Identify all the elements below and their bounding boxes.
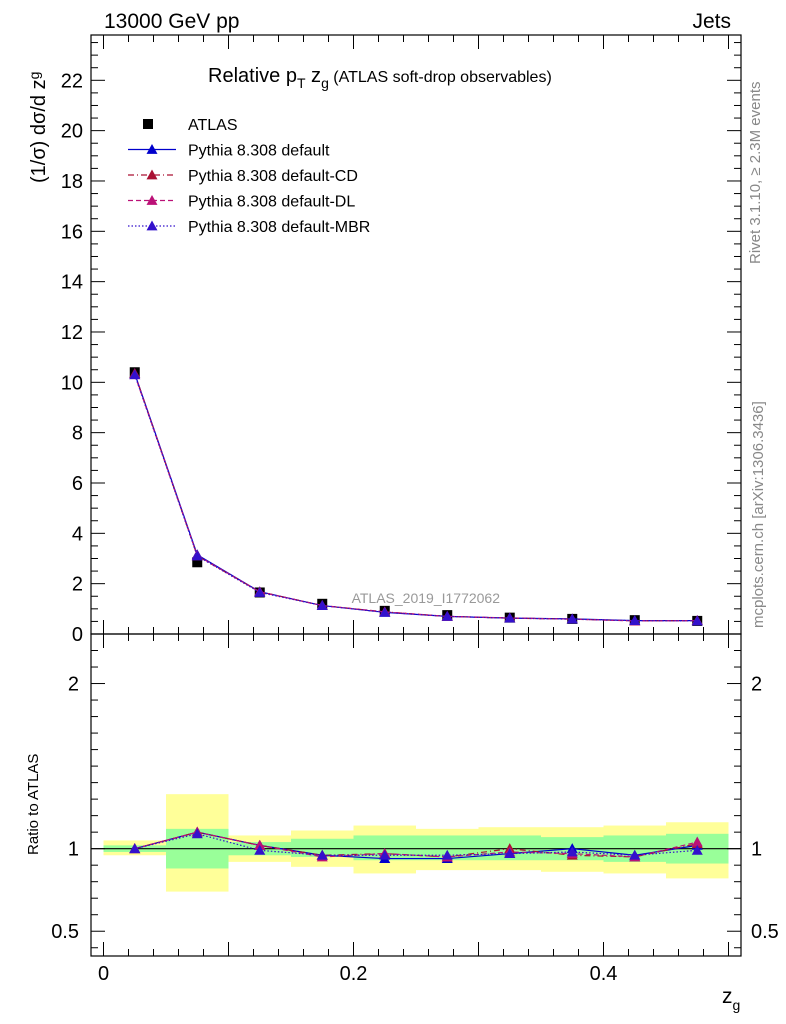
ratio-data-point-marker [379, 849, 391, 860]
x-tick-label: 0.2 [340, 963, 368, 985]
y-tick-label: 4 [72, 523, 83, 545]
ratio-data-point-marker [691, 836, 703, 847]
ratio-y-tick-label: 1 [68, 839, 79, 861]
legend-label: ATLAS [188, 117, 238, 134]
y-tick-label: 22 [61, 70, 83, 92]
y-tick-label: 10 [61, 372, 83, 394]
y-tick-label: 6 [72, 473, 83, 495]
legend-marker [146, 169, 158, 180]
main-axes: 0 2 4 6 8 10 12 14 16 18 20 22 [61, 35, 741, 646]
y-tick-label: 14 [61, 272, 83, 294]
ratio-data-point-marker [504, 848, 516, 859]
y-tick-label: 18 [61, 171, 83, 193]
ratio-y-tick-label-right: 1 [751, 839, 762, 861]
ratio-data-point-marker [254, 844, 266, 855]
ratio-data-point-marker [566, 846, 578, 857]
legend-label: Pythia 8.308 default-CD [188, 168, 358, 185]
ratio-data-point-marker [629, 849, 641, 860]
ratio-series-line [134, 833, 698, 856]
x-tick-label: 0.4 [590, 963, 618, 985]
header-left: 13000 GeV pp [104, 10, 239, 33]
legend-marker [146, 220, 158, 231]
ratio-xlabel: zg [722, 985, 740, 1013]
ratio-data-point-marker [691, 844, 703, 855]
data-point-marker [441, 610, 453, 621]
y-tick-label: 20 [61, 121, 83, 143]
y-tick-label: 16 [61, 221, 83, 243]
legend-marker [143, 119, 153, 129]
data-point-marker [379, 606, 391, 617]
legend: ATLAS Pythia 8.308 default Pythia 8.308 de… [128, 117, 370, 236]
y-tick-label: 8 [72, 423, 83, 445]
legend-marker [146, 195, 158, 205]
series-line [134, 374, 698, 622]
legend-marker [146, 144, 158, 154]
mcplots-label: mcplots.cern.ch [arXiv:1306.3436] [750, 401, 767, 628]
ratio-data-point-marker [129, 843, 141, 854]
ratio-data-point-marker [316, 849, 328, 860]
series-line [134, 374, 698, 622]
rivet-label: Rivet 3.1.10, ≥ 2.3M events [747, 82, 764, 265]
ratio-data-point-marker [191, 828, 203, 839]
data-point-marker [191, 550, 203, 561]
series-line [134, 373, 698, 622]
data-point-marker [629, 615, 641, 626]
ratio-data-point-marker [441, 849, 453, 860]
ratio-y-tick-label-right: 0.5 [751, 921, 779, 943]
analysis-watermark: ATLAS_2019_I1772062 [352, 590, 501, 606]
ratio-series-line [134, 831, 698, 858]
y-tick-label: 2 [72, 574, 83, 596]
ratio-axes: 0.5 0.5 1 1 2 2 0 0.2 0.4 [51, 634, 779, 985]
header-right: Jets [692, 10, 731, 33]
ratio-y-tick-label-right: 2 [751, 674, 762, 696]
ratio-frame [90, 633, 742, 957]
data-point-marker [691, 615, 703, 626]
data-point-atlas [192, 557, 203, 568]
data-point-marker [316, 600, 328, 610]
data-point-marker [254, 586, 266, 597]
main-ylabel: (1/σ) dσ/d zg [26, 72, 50, 183]
ratio-y-tick-label: 0.5 [51, 921, 79, 943]
legend-label: Pythia 8.308 default [188, 143, 330, 160]
legend-label: Pythia 8.308 default-MBR [188, 219, 370, 236]
y-tick-label: 12 [61, 322, 83, 344]
series-line [134, 373, 698, 622]
ratio-y-tick-label: 2 [68, 674, 79, 696]
ratio-ylabel: Ratio to ATLAS [25, 754, 42, 855]
ratio-data-point-marker [254, 839, 266, 850]
data-point-marker [566, 613, 578, 624]
x-tick-label: 0 [98, 963, 109, 985]
data-point-marker [129, 369, 141, 380]
ratio-uncertainty-bands [91, 794, 741, 892]
ratio-series [129, 826, 703, 863]
legend-label: Pythia 8.308 default-DL [188, 194, 355, 211]
data-point-marker [504, 612, 516, 623]
main-series [129, 367, 703, 626]
main-title: Relative pT zg (ATLAS soft-drop observab… [208, 65, 552, 91]
y-tick-label: 0 [72, 624, 83, 646]
